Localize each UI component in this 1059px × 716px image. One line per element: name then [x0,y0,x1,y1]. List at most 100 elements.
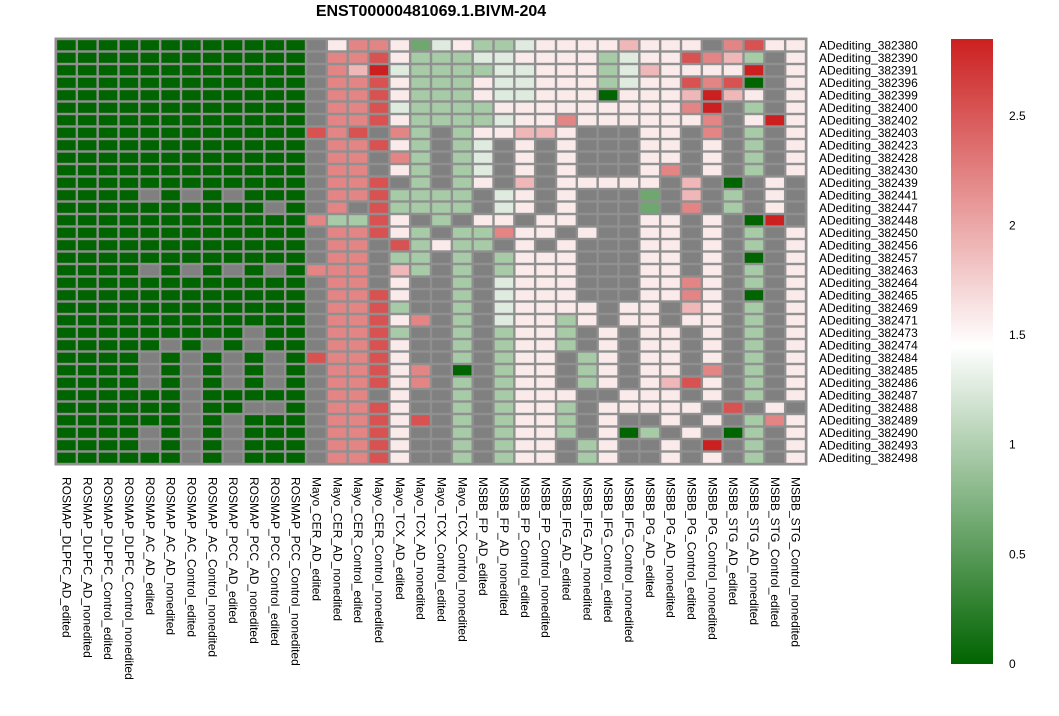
heatmap-cell [140,227,159,238]
heatmap-cell [536,127,555,138]
heatmap-cell [223,290,243,301]
heatmap-cell [182,240,201,251]
heatmap-cell [432,90,451,101]
heatmap-cell [765,352,784,363]
heatmap-cell [182,415,201,426]
heatmap-cell [578,302,597,313]
heatmap-cell [640,90,659,101]
heatmap-cell [661,290,680,301]
heatmap-cell [369,290,389,301]
heatmap-cell [494,377,514,388]
heatmap-cell [536,77,555,88]
heatmap-cell [182,315,201,326]
heatmap-cell [182,265,201,276]
heatmap-cell [682,52,701,63]
heatmap-cell [557,215,576,226]
heatmap-cell [119,40,139,51]
heatmap-cell [307,415,326,426]
heatmap-cell [286,152,305,163]
heatmap-cell [515,452,534,463]
heatmap-cell [411,127,430,138]
heatmap-cell [119,315,139,326]
heatmap-cell [411,390,430,401]
heatmap-cell [307,190,326,201]
heatmap-cell [640,190,659,201]
heatmap-cell [598,102,618,113]
heatmap-cell [307,402,326,413]
heatmap-cell [203,177,222,188]
heatmap-cell [682,140,701,151]
heatmap-cell [119,302,139,313]
heatmap-cell [536,190,555,201]
heatmap-cell [98,127,118,138]
heatmap-cell [98,327,118,338]
heatmap-cell [682,290,701,301]
heatmap-cell [765,77,784,88]
heatmap-cell [494,277,514,288]
heatmap-cell [786,90,805,101]
heatmap-cell [682,152,701,163]
heatmap-cell [682,115,701,126]
heatmap-cell [182,365,201,376]
heatmap-cell [411,377,430,388]
heatmap-cell [348,290,368,301]
heatmap-cell [723,377,743,388]
heatmap-cell [182,127,201,138]
heatmap-cell [661,227,680,238]
column-label: MSBB_FP_AD_edited [476,477,490,596]
heatmap-cell [369,440,389,451]
heatmap-cell [119,415,139,426]
heatmap-cell [78,365,97,376]
heatmap-cell [203,390,222,401]
heatmap-cell [515,240,534,251]
heatmap-cell [328,290,347,301]
heatmap-cell [640,52,659,63]
column-label: ROSMAP_DLPFC_AD_nonedited [80,477,94,658]
heatmap-cell [765,240,784,251]
heatmap-cell [536,165,555,176]
heatmap-cell [453,440,472,451]
heatmap-cell [723,402,743,413]
heatmap-cell [119,365,139,376]
heatmap-cell [78,140,97,151]
heatmap-cell [453,252,472,263]
heatmap-cell [682,102,701,113]
heatmap-cell [390,415,409,426]
column-label: Mayo_CER_Control_nonedited [372,477,386,643]
heatmap-cell [723,177,743,188]
heatmap-cell [286,452,305,463]
heatmap-cell [161,190,180,201]
heatmap-cell [286,365,305,376]
heatmap-cell [723,165,743,176]
heatmap-cell [536,115,555,126]
heatmap-cell [161,377,180,388]
heatmap-cell [598,177,618,188]
heatmap-cell [578,352,597,363]
heatmap-cell [161,90,180,101]
heatmap-cell [432,65,451,76]
heatmap-cell [494,202,514,213]
heatmap-cell [494,77,514,88]
heatmap-cell [682,352,701,363]
heatmap-cell [140,365,159,376]
heatmap-cell [536,252,555,263]
heatmap-cell [703,177,722,188]
heatmap-cell [557,340,576,351]
heatmap-cell [786,52,805,63]
heatmap-cell [348,52,368,63]
heatmap-cell [515,365,534,376]
heatmap-cell [494,440,514,451]
heatmap-cell [98,90,118,101]
heatmap-cell [640,302,659,313]
column-label: ROSMAP_DLPFC_Control_nonedited [122,477,136,680]
row-label: ADediting_382391 [819,63,918,77]
heatmap-cell [640,377,659,388]
heatmap-cell [786,127,805,138]
heatmap-cell [78,352,97,363]
heatmap-cell [98,427,118,438]
heatmap-cell [494,102,514,113]
heatmap-cell [494,415,514,426]
heatmap-cell [473,252,493,263]
heatmap-cell [57,315,76,326]
heatmap-cell [98,240,118,251]
